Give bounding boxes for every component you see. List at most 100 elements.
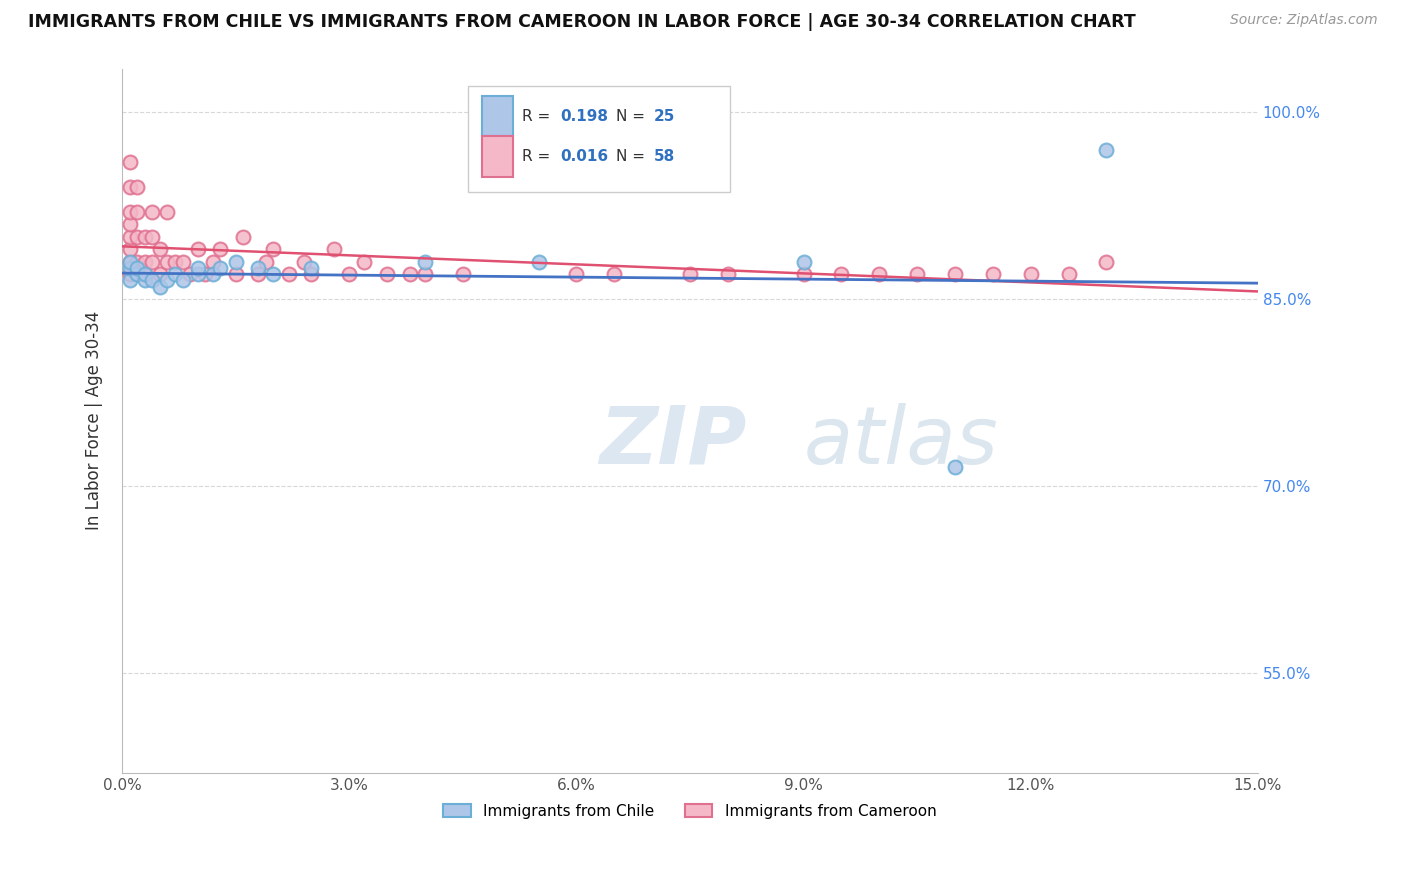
- Y-axis label: In Labor Force | Age 30-34: In Labor Force | Age 30-34: [86, 311, 103, 530]
- Point: [187, 260, 209, 275]
- Point: [134, 254, 156, 268]
- Point: [679, 267, 702, 281]
- Point: [172, 273, 194, 287]
- Point: [156, 273, 179, 287]
- Point: [247, 260, 270, 275]
- Point: [141, 254, 163, 268]
- FancyBboxPatch shape: [482, 136, 513, 177]
- Point: [398, 267, 420, 281]
- Point: [292, 254, 315, 268]
- Point: [353, 254, 375, 268]
- Text: Source: ZipAtlas.com: Source: ZipAtlas.com: [1230, 13, 1378, 28]
- Point: [943, 460, 966, 475]
- Point: [118, 254, 141, 268]
- FancyBboxPatch shape: [482, 96, 513, 136]
- Point: [134, 273, 156, 287]
- Point: [134, 229, 156, 244]
- Point: [118, 217, 141, 231]
- Point: [717, 267, 740, 281]
- Point: [943, 267, 966, 281]
- Point: [1095, 143, 1118, 157]
- Point: [156, 205, 179, 219]
- Text: 0.198: 0.198: [561, 109, 609, 124]
- Point: [118, 205, 141, 219]
- Point: [127, 180, 149, 194]
- Point: [118, 260, 141, 275]
- Point: [451, 267, 474, 281]
- Point: [981, 267, 1004, 281]
- Point: [375, 267, 398, 281]
- Point: [118, 180, 141, 194]
- Point: [413, 267, 436, 281]
- Point: [118, 273, 141, 287]
- Point: [299, 267, 322, 281]
- Point: [127, 254, 149, 268]
- Point: [277, 267, 299, 281]
- Point: [149, 242, 172, 256]
- Point: [165, 267, 187, 281]
- Point: [527, 254, 550, 268]
- Point: [1019, 267, 1042, 281]
- Point: [127, 267, 149, 281]
- Text: 58: 58: [654, 149, 675, 164]
- Point: [830, 267, 852, 281]
- Point: [134, 267, 156, 281]
- Point: [187, 242, 209, 256]
- Point: [603, 267, 626, 281]
- Point: [209, 260, 232, 275]
- Point: [156, 254, 179, 268]
- Text: N =: N =: [616, 149, 650, 164]
- Point: [792, 267, 814, 281]
- Point: [1095, 254, 1118, 268]
- Point: [172, 254, 194, 268]
- Point: [165, 254, 187, 268]
- Point: [149, 279, 172, 293]
- Point: [792, 254, 814, 268]
- Point: [194, 267, 217, 281]
- Point: [337, 267, 360, 281]
- Point: [118, 242, 141, 256]
- Point: [209, 242, 232, 256]
- Point: [118, 229, 141, 244]
- Point: [118, 155, 141, 169]
- Point: [201, 254, 224, 268]
- Text: 25: 25: [654, 109, 675, 124]
- Point: [141, 229, 163, 244]
- Point: [323, 242, 346, 256]
- Point: [263, 242, 285, 256]
- Point: [1057, 267, 1080, 281]
- FancyBboxPatch shape: [468, 87, 730, 192]
- Point: [134, 267, 156, 281]
- Point: [254, 254, 277, 268]
- Point: [127, 205, 149, 219]
- Point: [149, 267, 172, 281]
- Point: [225, 267, 247, 281]
- Point: [179, 267, 201, 281]
- Point: [127, 260, 149, 275]
- Point: [141, 205, 163, 219]
- Text: 0.016: 0.016: [561, 149, 609, 164]
- Point: [225, 254, 247, 268]
- Text: N =: N =: [616, 109, 650, 124]
- Point: [201, 267, 224, 281]
- Text: R =: R =: [522, 149, 555, 164]
- Point: [247, 267, 270, 281]
- Point: [118, 267, 141, 281]
- Point: [127, 229, 149, 244]
- Point: [141, 273, 163, 287]
- Point: [118, 254, 141, 268]
- Point: [868, 267, 890, 281]
- Point: [187, 267, 209, 281]
- Text: R =: R =: [522, 109, 555, 124]
- Legend: Immigrants from Chile, Immigrants from Cameroon: Immigrants from Chile, Immigrants from C…: [437, 797, 942, 825]
- Point: [299, 260, 322, 275]
- Point: [905, 267, 928, 281]
- Point: [413, 254, 436, 268]
- Point: [565, 267, 588, 281]
- Text: ZIP: ZIP: [599, 403, 747, 481]
- Text: IMMIGRANTS FROM CHILE VS IMMIGRANTS FROM CAMEROON IN LABOR FORCE | AGE 30-34 COR: IMMIGRANTS FROM CHILE VS IMMIGRANTS FROM…: [28, 13, 1136, 31]
- Point: [127, 267, 149, 281]
- Point: [263, 267, 285, 281]
- Text: atlas: atlas: [803, 403, 998, 481]
- Point: [232, 229, 254, 244]
